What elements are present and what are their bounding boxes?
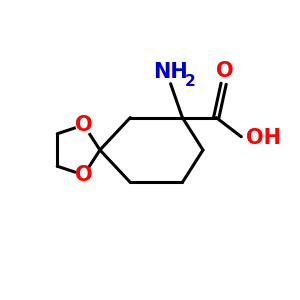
Text: O: O <box>216 61 234 81</box>
Text: OH: OH <box>246 128 281 148</box>
Text: 2: 2 <box>185 74 196 89</box>
Text: O: O <box>75 165 93 185</box>
Text: NH: NH <box>153 62 188 82</box>
Text: O: O <box>75 115 93 135</box>
